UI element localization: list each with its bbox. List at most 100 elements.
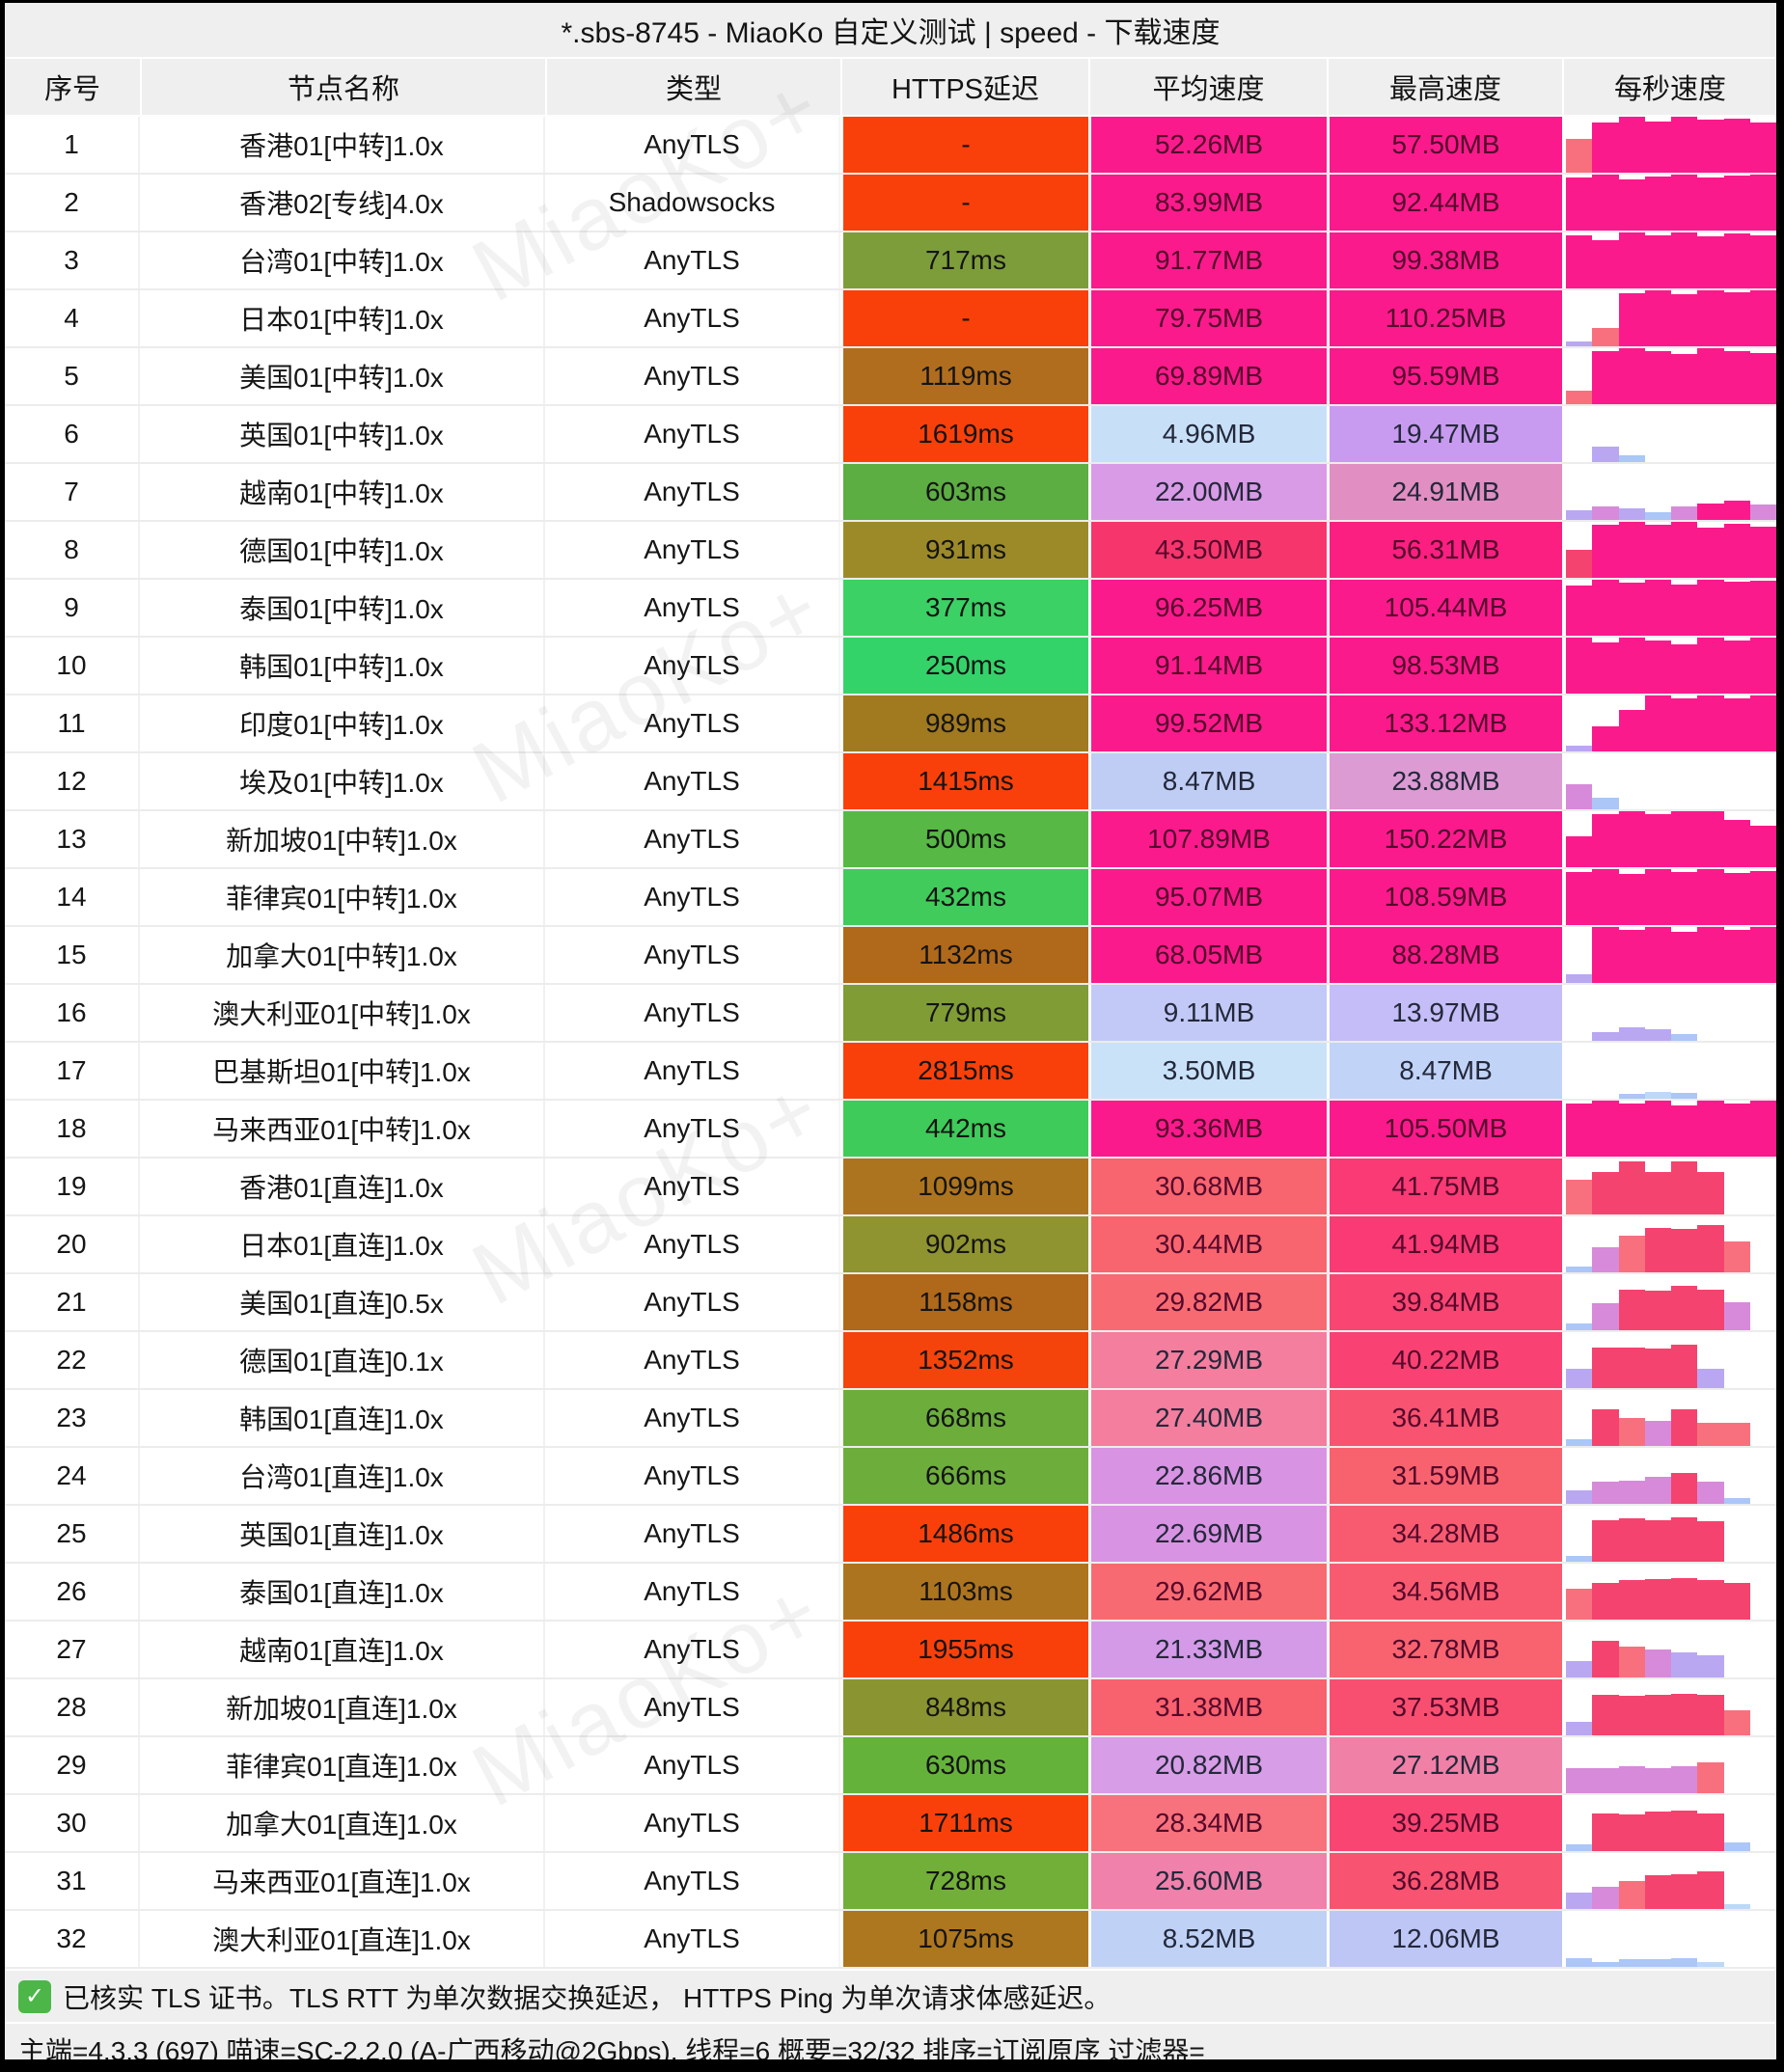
row-index-cell: 2	[5, 175, 140, 231]
sparkline-bar	[1592, 869, 1619, 925]
avg-speed-cell: 91.14MB	[1091, 638, 1327, 694]
sparkline-bar	[1618, 1881, 1645, 1909]
sparkline-bar	[1644, 640, 1671, 694]
sparkline-bar	[1671, 1766, 1698, 1793]
max-speed-cell: 32.78MB	[1330, 1622, 1562, 1677]
sparkline-bar	[1618, 1160, 1645, 1214]
sparkline-bar	[1697, 1171, 1724, 1214]
node-name-cell: 泰国01[中转]1.0x	[140, 580, 545, 636]
sparkline-bar	[1671, 1160, 1698, 1214]
sparkline-bar	[1592, 813, 1619, 867]
sparkline-bar	[1723, 1241, 1750, 1272]
node-name-cell: 韩国01[直连]1.0x	[140, 1390, 545, 1446]
node-type-cell: AnyTLS	[545, 1506, 840, 1562]
node-type-cell: AnyTLS	[545, 1332, 840, 1388]
avg-speed-cell: 4.96MB	[1091, 406, 1327, 462]
per-second-sparkline	[1566, 753, 1776, 809]
sparkline-bar	[1723, 176, 1750, 231]
sparkline-bar	[1671, 232, 1698, 288]
table-row: 23 韩国01[直连]1.0x AnyTLS 668ms 27.40MB 36.41MB	[5, 1390, 1776, 1448]
sparkline-bar	[1566, 1489, 1593, 1504]
per-second-sparkline	[1566, 811, 1776, 867]
node-type-cell: AnyTLS	[545, 1101, 840, 1157]
sparkline-bar	[1618, 1580, 1645, 1620]
row-index-cell: 19	[5, 1159, 140, 1214]
avg-speed-cell: 27.29MB	[1091, 1332, 1327, 1388]
node-type-cell: AnyTLS	[545, 1737, 840, 1793]
per-second-sparkline	[1566, 1390, 1776, 1446]
per-second-sparkline	[1566, 1506, 1776, 1562]
sparkline-bar	[1566, 871, 1593, 925]
row-index-cell: 5	[5, 348, 140, 404]
footer-env-text: 主端=4.3.3 (697) 喵速=SC-2.2.0 (A-广西移动@2Gbps…	[18, 2035, 1205, 2060]
sparkline-bar	[1723, 501, 1750, 520]
node-name-cell: 英国01[直连]1.0x	[140, 1506, 545, 1562]
node-name-cell: 印度01[中转]1.0x	[140, 695, 545, 751]
sparkline-bar	[1697, 236, 1724, 288]
sparkline-bar	[1592, 328, 1619, 346]
row-index-cell: 32	[5, 1911, 140, 1967]
table-row: 29 菲律宾01[直连]1.0x AnyTLS 630ms 20.82MB 27.12MB	[5, 1737, 1776, 1795]
sparkline-bar	[1723, 1302, 1750, 1330]
sparkline-bar	[1592, 239, 1619, 288]
max-speed-cell: 105.44MB	[1330, 580, 1562, 636]
node-type-cell: AnyTLS	[545, 580, 840, 636]
sparkline-bar	[1644, 1812, 1671, 1851]
sparkline-bar	[1697, 638, 1724, 694]
sparkline-bar	[1644, 1291, 1671, 1330]
node-name-cell: 台湾01[直连]1.0x	[140, 1448, 545, 1504]
avg-speed-cell: 29.62MB	[1091, 1564, 1327, 1620]
row-index-cell: 3	[5, 232, 140, 288]
node-type-cell: AnyTLS	[545, 1911, 840, 1967]
max-speed-cell: 99.38MB	[1330, 232, 1562, 288]
sparkline-bar	[1566, 1721, 1593, 1735]
row-index-cell: 29	[5, 1737, 140, 1793]
sparkline-bar	[1671, 1034, 1698, 1041]
table-row: 3 台湾01[中转]1.0x AnyTLS 717ms 91.77MB 99.38MB	[5, 232, 1776, 290]
node-type-cell: Shadowsocks	[545, 175, 840, 231]
sparkline-bar	[1566, 1103, 1593, 1157]
node-type-cell: AnyTLS	[545, 348, 840, 404]
sparkline-bar	[1618, 1959, 1645, 1967]
row-index-cell: 21	[5, 1274, 140, 1330]
sparkline-bar	[1566, 1660, 1593, 1677]
node-type-cell: AnyTLS	[545, 869, 840, 925]
sparkline-bar	[1566, 1844, 1593, 1851]
sparkline-bar	[1671, 522, 1698, 578]
avg-speed-cell: 83.99MB	[1091, 175, 1327, 231]
row-index-cell: 13	[5, 811, 140, 867]
per-second-sparkline	[1566, 695, 1776, 751]
sparkline-bar	[1644, 511, 1671, 520]
sparkline-bar	[1723, 1422, 1750, 1446]
sparkline-bar	[1618, 1236, 1645, 1272]
sparkline-bar	[1566, 974, 1593, 983]
sparkline-bar	[1592, 1409, 1619, 1446]
per-second-sparkline	[1566, 869, 1776, 925]
sparkline-bar	[1592, 1641, 1619, 1677]
avg-speed-cell: 30.44MB	[1091, 1216, 1327, 1272]
sparkline-bar	[1566, 1368, 1593, 1388]
https-latency-cell: 1132ms	[843, 927, 1088, 983]
footer-tls-text: 已核实 TLS 证书。TLS RTT 为单次数据交换延迟， HTTPS Ping…	[63, 1982, 1112, 2013]
per-second-sparkline	[1566, 522, 1776, 578]
sparkline-bar	[1592, 1813, 1619, 1851]
node-type-cell: AnyTLS	[545, 638, 840, 694]
max-speed-cell: 40.22MB	[1330, 1332, 1562, 1388]
row-index-cell: 4	[5, 290, 140, 346]
sparkline-bar	[1749, 526, 1776, 578]
table-row: 24 台湾01[直连]1.0x AnyTLS 666ms 22.86MB 31.59MB	[5, 1448, 1776, 1506]
sparkline-bar	[1566, 139, 1593, 173]
sparkline-bar	[1618, 638, 1645, 694]
avg-speed-cell: 107.89MB	[1091, 811, 1327, 867]
sparkline-bar	[1592, 725, 1619, 751]
row-index-cell: 15	[5, 927, 140, 983]
sparkline-bar	[1697, 695, 1724, 751]
table-row: 28 新加坡01[直连]1.0x AnyTLS 848ms 31.38MB 37.53MB	[5, 1679, 1776, 1737]
node-name-cell: 新加坡01[直连]1.0x	[140, 1679, 545, 1735]
per-second-sparkline	[1566, 1911, 1776, 1967]
table-body: 1 香港01[中转]1.0x AnyTLS -52.26MB 57.50MB 2 香港02[…	[5, 117, 1776, 1969]
sparkline-bar	[1592, 1101, 1619, 1157]
max-speed-cell: 98.53MB	[1330, 638, 1562, 694]
node-type-cell: AnyTLS	[545, 1795, 840, 1851]
